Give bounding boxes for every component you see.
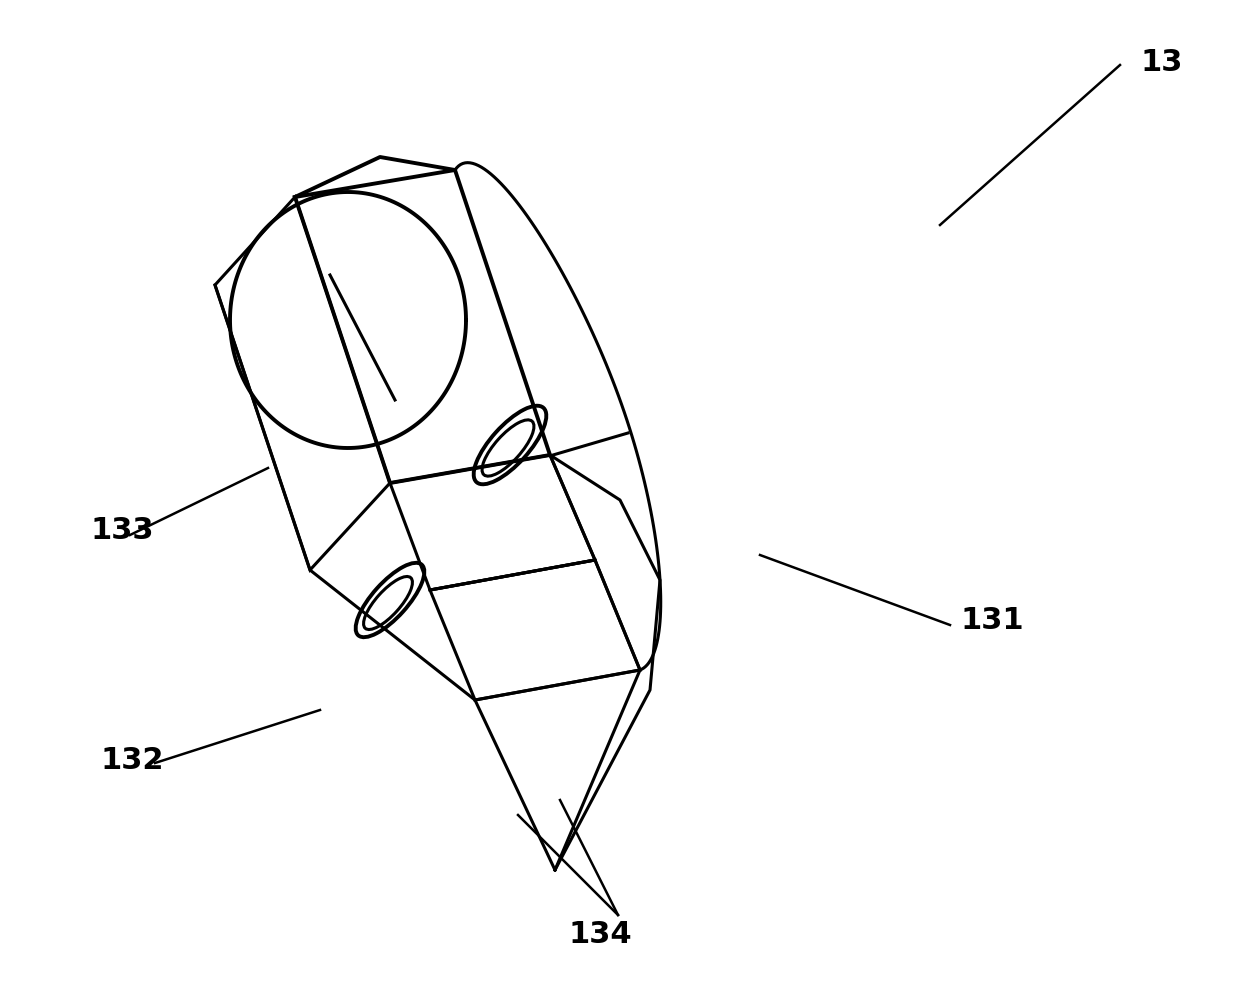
Text: 134: 134 [568, 920, 632, 949]
Text: 131: 131 [960, 605, 1024, 634]
Text: 13: 13 [1140, 48, 1183, 77]
Text: 132: 132 [100, 746, 164, 774]
Text: 133: 133 [91, 516, 154, 545]
